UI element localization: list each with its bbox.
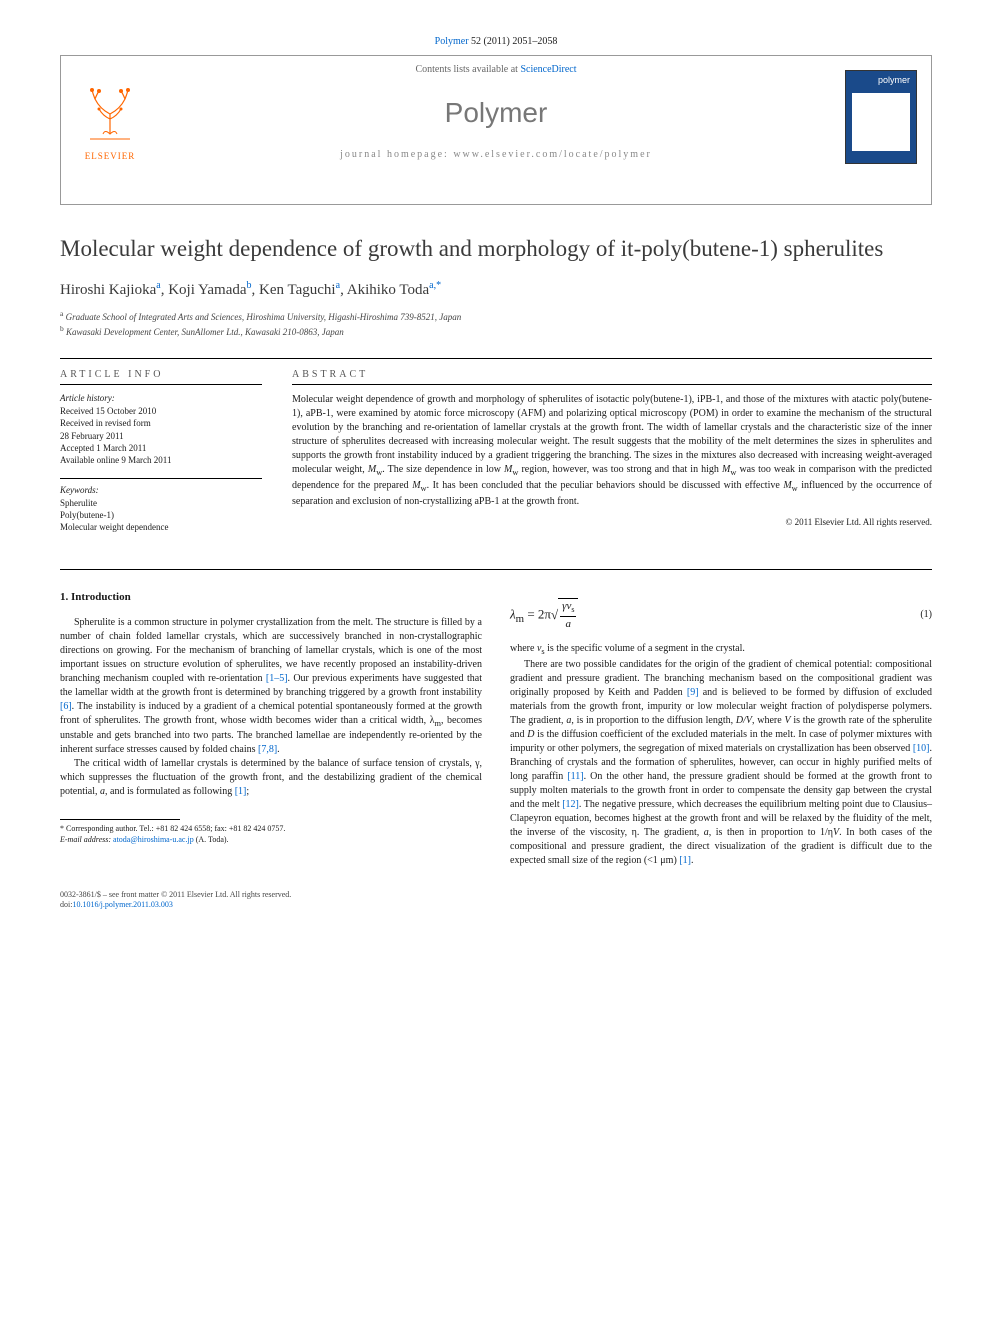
keywords-text: Spherulite Poly(butene-1) Molecular weig… (60, 497, 262, 533)
citation-journal-link[interactable]: Polymer (435, 36, 469, 47)
author-2: Koji Yamada (168, 282, 246, 298)
author-1-affil: a (156, 280, 160, 291)
authors-line: Hiroshi Kajiokaa, Koji Yamadab, Ken Tagu… (60, 280, 932, 299)
equation-1: λm = 2πγvsa (1) (510, 598, 932, 632)
footnote-separator (60, 819, 180, 820)
author-1: Hiroshi Kajioka (60, 282, 156, 298)
ref-10[interactable]: [10] (913, 743, 930, 754)
ref-6[interactable]: [6] (60, 701, 72, 712)
author-2-affil: b (247, 280, 252, 291)
citation-line: Polymer 52 (2011) 2051–2058 (60, 36, 932, 47)
corresponding-footnote: * Corresponding author. Tel.: +81 82 424… (60, 824, 482, 845)
ref-9[interactable]: [9] (687, 687, 699, 698)
history-text: Received 15 October 2010 Received in rev… (60, 405, 262, 466)
elsevier-logo: ELSEVIER (75, 84, 145, 164)
info-divider (60, 478, 262, 479)
affiliation-b: Kawasaki Development Center, SunAllomer … (66, 327, 344, 337)
history-label: Article history: (60, 393, 262, 403)
divider-top (60, 358, 932, 359)
body-column-right: λm = 2πγvsa (1) where vs is the specific… (510, 590, 932, 867)
author-3-affil: a (336, 280, 340, 291)
article-info-head: ARTICLE INFO (60, 369, 262, 385)
journal-header-box: Contents lists available at ScienceDirec… (60, 55, 932, 205)
affiliation-a: Graduate School of Integrated Arts and S… (66, 312, 462, 322)
intro-p1: Spherulite is a common structure in poly… (60, 616, 482, 758)
abstract-copyright: © 2011 Elsevier Ltd. All rights reserved… (292, 517, 932, 527)
email-suffix: (A. Toda). (194, 835, 229, 844)
article-title: Molecular weight dependence of growth an… (60, 233, 932, 264)
sciencedirect-link[interactable]: ScienceDirect (520, 64, 576, 75)
keywords-label: Keywords: (60, 485, 262, 495)
corr-author-line: * Corresponding author. Tel.: +81 82 424… (60, 824, 482, 834)
ref-1[interactable]: [1] (235, 786, 247, 797)
ref-1-5[interactable]: [1–5] (266, 673, 288, 684)
homepage-label: journal homepage: (340, 149, 453, 160)
equation-1-number: (1) (920, 608, 932, 622)
email-label: E-mail address: (60, 835, 113, 844)
homepage-url: www.elsevier.com/locate/polymer (453, 149, 652, 160)
section-1-head: 1. Introduction (60, 590, 482, 605)
elsevier-label: ELSEVIER (75, 151, 145, 161)
doi-link[interactable]: 10.1016/j.polymer.2011.03.003 (72, 900, 172, 909)
doi-label: doi: (60, 900, 72, 909)
author-3: Ken Taguchi (259, 282, 336, 298)
citation-vol-pages: 52 (2011) 2051–2058 (469, 36, 558, 47)
ref-12[interactable]: [12] (562, 799, 579, 810)
abstract-text: Molecular weight dependence of growth an… (292, 393, 932, 508)
issn-line: 0032-3861/$ – see front matter © 2011 El… (60, 890, 932, 900)
contents-lists-line: Contents lists available at ScienceDirec… (61, 56, 931, 79)
ref-1b[interactable]: [1] (679, 855, 691, 866)
ref-11[interactable]: [11] (567, 771, 583, 782)
elsevier-tree-icon (75, 84, 145, 144)
ref-7-8[interactable]: [7,8] (258, 744, 277, 755)
journal-cover-thumbnail: polymer (845, 70, 917, 164)
intro-p4: There are two possible candidates for th… (510, 658, 932, 868)
journal-name: Polymer (61, 97, 931, 129)
thumb-inner (852, 93, 910, 151)
contents-prefix: Contents lists available at (415, 64, 520, 75)
body-column-left: 1. Introduction Spherulite is a common s… (60, 590, 482, 867)
journal-homepage: journal homepage: www.elsevier.com/locat… (61, 149, 931, 160)
abstract-column: ABSTRACT Molecular weight dependence of … (292, 369, 932, 545)
intro-p2: The critical width of lamellar crystals … (60, 757, 482, 799)
eq1-where: where vs is the specific volume of a seg… (510, 642, 932, 658)
thumb-label: polymer (846, 71, 916, 89)
article-info-column: ARTICLE INFO Article history: Received 1… (60, 369, 262, 545)
affiliations: a Graduate School of Integrated Arts and… (60, 309, 932, 338)
divider-mid (60, 569, 932, 570)
author-4: Akihiko Toda (347, 282, 429, 298)
corr-email-link[interactable]: atoda@hiroshima-u.ac.jp (113, 835, 194, 844)
footer: 0032-3861/$ – see front matter © 2011 El… (60, 890, 932, 911)
abstract-head: ABSTRACT (292, 369, 932, 385)
corresponding-star: * (436, 280, 441, 291)
